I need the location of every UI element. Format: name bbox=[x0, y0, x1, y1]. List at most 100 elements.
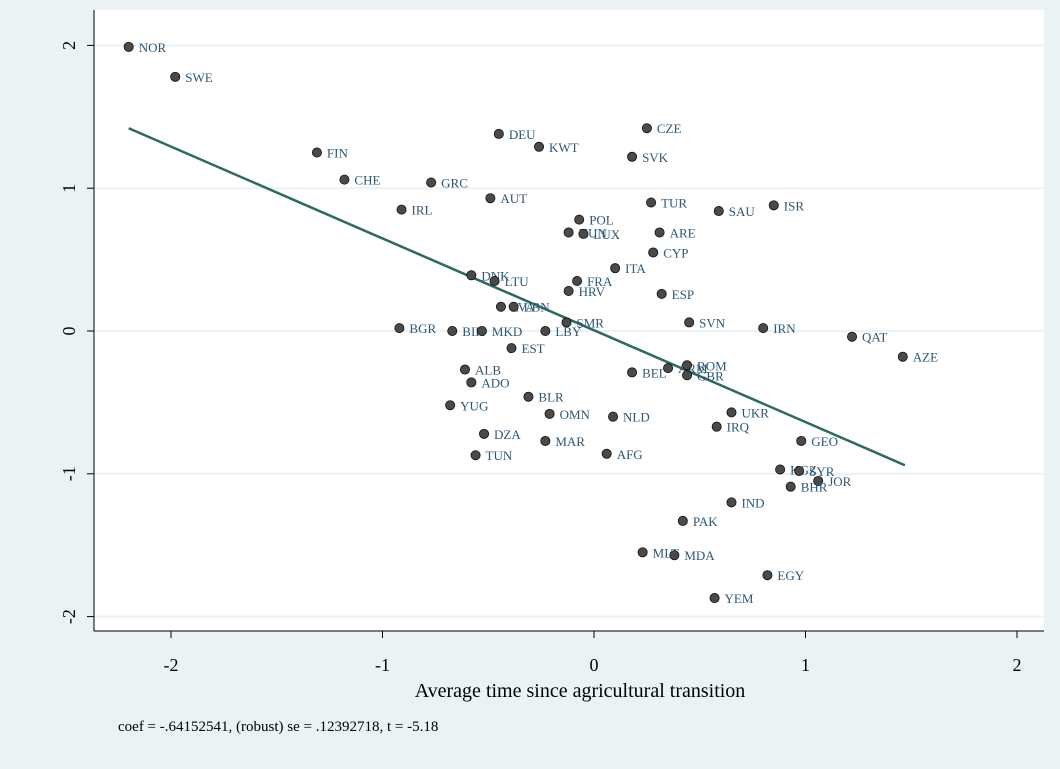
data-point bbox=[540, 325, 551, 336]
data-point bbox=[682, 370, 693, 381]
data-point-label: SWE bbox=[185, 70, 213, 85]
data-point-label: IRQ bbox=[727, 420, 750, 435]
data-point-label: EGY bbox=[777, 568, 804, 583]
data-point-label: PAK bbox=[693, 514, 718, 529]
data-point-label: POL bbox=[589, 213, 614, 228]
data-point bbox=[762, 570, 773, 581]
data-point-label: NOR bbox=[139, 40, 167, 55]
data-point bbox=[897, 351, 908, 362]
data-point bbox=[534, 141, 545, 152]
data-point bbox=[445, 400, 456, 411]
data-point bbox=[506, 343, 517, 354]
data-point-label: BEL bbox=[642, 365, 667, 380]
data-point bbox=[610, 263, 621, 274]
data-point bbox=[608, 411, 619, 422]
regression-note: coef = -.64152541, (robust) se = .123927… bbox=[118, 719, 439, 735]
data-point-label: NLD bbox=[623, 410, 650, 425]
data-point bbox=[677, 515, 688, 526]
data-point bbox=[637, 547, 648, 558]
data-point bbox=[775, 464, 786, 475]
data-point-label: AFG bbox=[617, 447, 643, 462]
x-axis-title: Average time since agricultural transiti… bbox=[415, 680, 746, 702]
data-point bbox=[495, 301, 506, 312]
data-point bbox=[726, 407, 737, 418]
data-point bbox=[170, 71, 181, 82]
data-point-label: GEO bbox=[811, 434, 838, 449]
data-point bbox=[561, 317, 572, 328]
data-point bbox=[713, 206, 724, 217]
data-point-label: YEM bbox=[725, 591, 754, 606]
data-point bbox=[847, 331, 858, 342]
data-point-label: ITA bbox=[625, 261, 646, 276]
data-point bbox=[663, 363, 674, 374]
x-tick-label: -1 bbox=[375, 655, 390, 675]
data-point bbox=[523, 391, 534, 402]
data-point bbox=[758, 323, 769, 334]
data-point bbox=[654, 227, 665, 238]
data-point bbox=[489, 276, 500, 287]
data-point-label: IRN bbox=[773, 321, 796, 336]
data-point bbox=[709, 593, 720, 604]
data-point-label: DEU bbox=[509, 127, 536, 142]
data-point-label: DNK bbox=[481, 268, 510, 283]
x-tick-label: 0 bbox=[590, 655, 599, 675]
data-point bbox=[785, 481, 796, 492]
data-point bbox=[646, 197, 657, 208]
data-point-label: AUT bbox=[500, 191, 527, 206]
y-tick-label: 0 bbox=[59, 327, 79, 336]
data-point-label: GRC bbox=[441, 175, 468, 190]
y-tick-label: -2 bbox=[59, 609, 79, 624]
data-point-label: OMN bbox=[560, 407, 591, 422]
data-points: NOR SWE FIN CHE GRC IRL AUT DEU KWT CZE SVK TUR SAU I… bbox=[123, 40, 938, 606]
data-point bbox=[396, 204, 407, 215]
data-point bbox=[447, 325, 458, 336]
data-point-label: IND bbox=[741, 495, 764, 510]
fit-line bbox=[128, 127, 906, 467]
y-tick-label: 1 bbox=[59, 184, 79, 193]
data-point-label: TUR bbox=[661, 195, 687, 210]
data-point bbox=[682, 360, 693, 371]
data-point bbox=[627, 367, 638, 378]
data-point-label: SAU bbox=[729, 204, 756, 219]
data-point bbox=[544, 408, 555, 419]
data-point-label: LUX bbox=[593, 227, 620, 242]
x-tick-label: 1 bbox=[801, 655, 810, 675]
data-point-label: YUG bbox=[460, 398, 488, 413]
data-point-label: UKR bbox=[741, 405, 769, 420]
data-point bbox=[540, 435, 551, 446]
data-point-label: LTU bbox=[505, 274, 530, 289]
data-point-label: CHE bbox=[354, 173, 380, 188]
data-point-label: SVN bbox=[699, 315, 726, 330]
data-point-label: HRV bbox=[579, 284, 606, 299]
data-point-label: AZE bbox=[913, 350, 938, 365]
data-point bbox=[485, 193, 496, 204]
data-point bbox=[466, 270, 477, 281]
x-tick-label: 2 bbox=[1013, 655, 1022, 675]
data-point bbox=[578, 228, 589, 239]
data-point-label: ALB bbox=[475, 363, 501, 378]
data-point-label: ARE bbox=[670, 225, 696, 240]
x-tick-label: -2 bbox=[164, 655, 179, 675]
data-point bbox=[648, 247, 659, 258]
data-point bbox=[470, 450, 481, 461]
data-point-label: EST bbox=[522, 341, 545, 356]
y-tick-label: -1 bbox=[59, 466, 79, 481]
data-point bbox=[563, 286, 574, 297]
data-point bbox=[123, 41, 134, 52]
data-point-label: IRL bbox=[412, 203, 433, 218]
data-point bbox=[508, 301, 519, 312]
data-point-label: SMR bbox=[577, 315, 605, 330]
data-point-label: KWT bbox=[549, 140, 579, 155]
data-point bbox=[656, 288, 667, 299]
grid-lines bbox=[94, 44, 1044, 618]
data-point-label: LBN bbox=[524, 300, 551, 315]
data-point-label: ADO bbox=[481, 375, 509, 390]
data-point bbox=[572, 276, 583, 287]
data-point bbox=[563, 227, 574, 238]
data-point bbox=[476, 325, 487, 336]
data-point-label: CZE bbox=[657, 121, 682, 136]
data-point-label: BHR bbox=[801, 480, 828, 495]
data-point bbox=[641, 123, 652, 134]
